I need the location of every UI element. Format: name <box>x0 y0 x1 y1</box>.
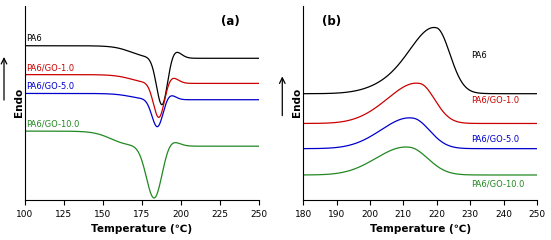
Y-axis label: Endo: Endo <box>292 88 302 118</box>
Text: PA6/GO-5.0: PA6/GO-5.0 <box>472 135 520 144</box>
X-axis label: Temperature (℃): Temperature (℃) <box>91 224 192 234</box>
Text: (b): (b) <box>322 15 341 28</box>
Text: (a): (a) <box>221 15 240 28</box>
X-axis label: Temperature (℃): Temperature (℃) <box>370 224 471 234</box>
Text: PA6: PA6 <box>26 34 42 43</box>
Text: PA6: PA6 <box>472 51 487 60</box>
Text: PA6/GO-1.0: PA6/GO-1.0 <box>472 96 520 105</box>
Y-axis label: Endo: Endo <box>14 88 24 118</box>
Text: PA6/GO-10.0: PA6/GO-10.0 <box>26 120 80 129</box>
Text: PA6/GO-1.0: PA6/GO-1.0 <box>26 63 75 72</box>
Text: PA6/GO-10.0: PA6/GO-10.0 <box>472 180 525 188</box>
Text: PA6/GO-5.0: PA6/GO-5.0 <box>26 82 75 91</box>
